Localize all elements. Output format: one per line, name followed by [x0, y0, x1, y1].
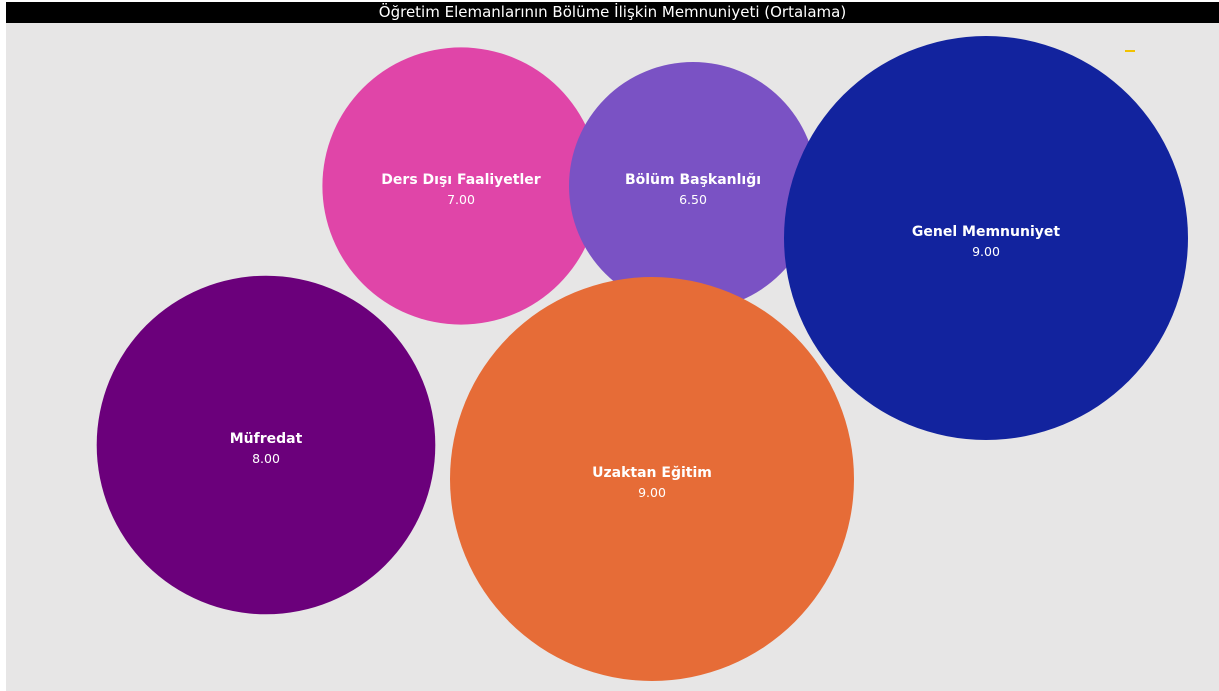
bubble-value-mufredat: 8.00	[252, 451, 280, 466]
bubble-label-genel-memnuniyet: Genel Memnuniyet	[912, 224, 1060, 240]
bubble-bolum-baskanligi[interactable]	[569, 62, 817, 310]
bubble-label-uzaktan-egitim: Uzaktan Eğitim	[592, 465, 712, 481]
bubble-label-ders-disi-faaliyetler: Ders Dışı Faaliyetler	[381, 172, 540, 188]
bubble-ders-disi-faaliyetler[interactable]	[322, 47, 600, 325]
bubble-value-bolum-baskanligi: 6.50	[679, 192, 707, 207]
bubble-genel-memnuniyet[interactable]	[784, 36, 1188, 440]
bubble-uzaktan-egitim[interactable]	[450, 277, 854, 681]
bubble-label-bolum-baskanligi: Bölüm Başkanlığı	[625, 172, 761, 188]
bubble-value-ders-disi-faaliyetler: 7.00	[447, 192, 475, 207]
accent-mark	[1125, 50, 1135, 52]
chart-title: Öğretim Elemanlarının Bölüme İlişkin Mem…	[6, 2, 1219, 23]
bubble-label-mufredat: Müfredat	[230, 431, 303, 447]
bubble-value-uzaktan-egitim: 9.00	[638, 485, 666, 500]
bubble-value-genel-memnuniyet: 9.00	[972, 244, 1000, 259]
bubble-mufredat[interactable]	[96, 275, 436, 615]
